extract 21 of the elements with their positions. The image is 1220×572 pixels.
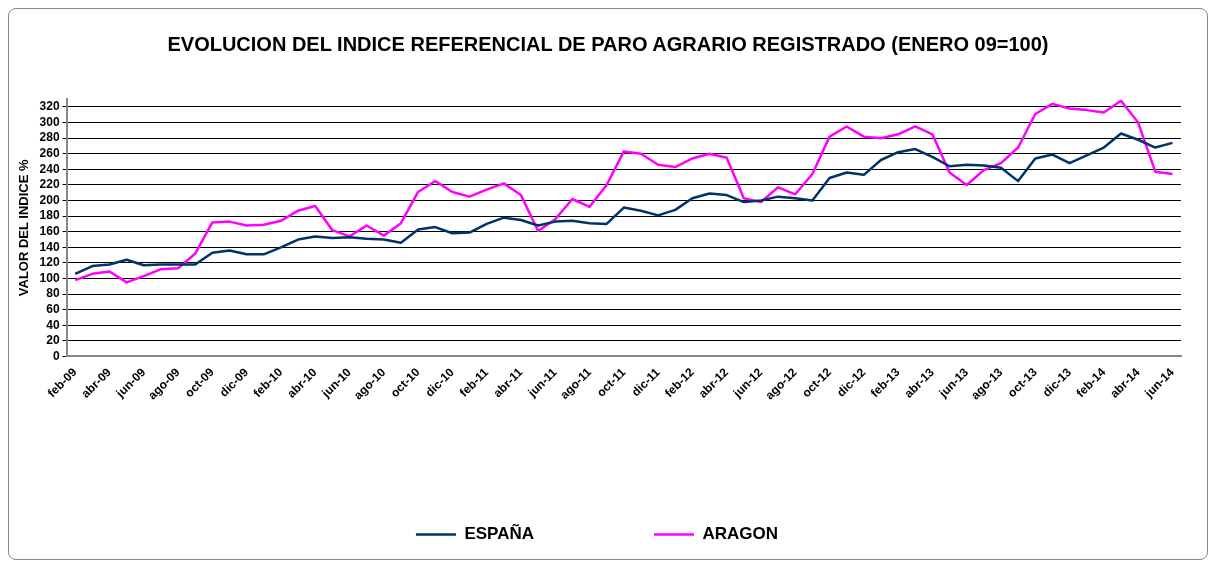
y-tick-label: 320 <box>39 99 60 114</box>
y-tick-label: 180 <box>39 208 60 223</box>
y-tick-label: 80 <box>46 286 60 301</box>
y-tick-label: 100 <box>39 270 60 285</box>
y-tick-label: 120 <box>39 255 60 270</box>
legend-label: ESPAÑA <box>464 523 535 544</box>
y-tick-label: 200 <box>39 192 60 207</box>
y-tick-label: 20 <box>46 333 60 348</box>
legend-label: ARAGON <box>702 524 779 544</box>
y-tick-label: 300 <box>39 114 60 129</box>
y-tick-label: 60 <box>46 302 60 316</box>
y-axis-title: VALOR DEL INDICE % <box>16 159 32 297</box>
y-tick-label: 160 <box>39 224 60 239</box>
y-tick-label: 40 <box>46 317 60 332</box>
y-tick-label: 220 <box>39 177 60 192</box>
y-tick-label: 280 <box>39 130 60 145</box>
chart-title: EVOLUCION DEL INDICE REFERENCIAL DE PARO AGRARIO REGISTRADO (ENERO 09=100) <box>166 32 1050 57</box>
y-tick-label: 260 <box>39 146 60 161</box>
y-tick-label: 0 <box>52 348 60 363</box>
y-tick-label: 140 <box>39 239 60 254</box>
y-tick-label: 240 <box>39 161 60 176</box>
